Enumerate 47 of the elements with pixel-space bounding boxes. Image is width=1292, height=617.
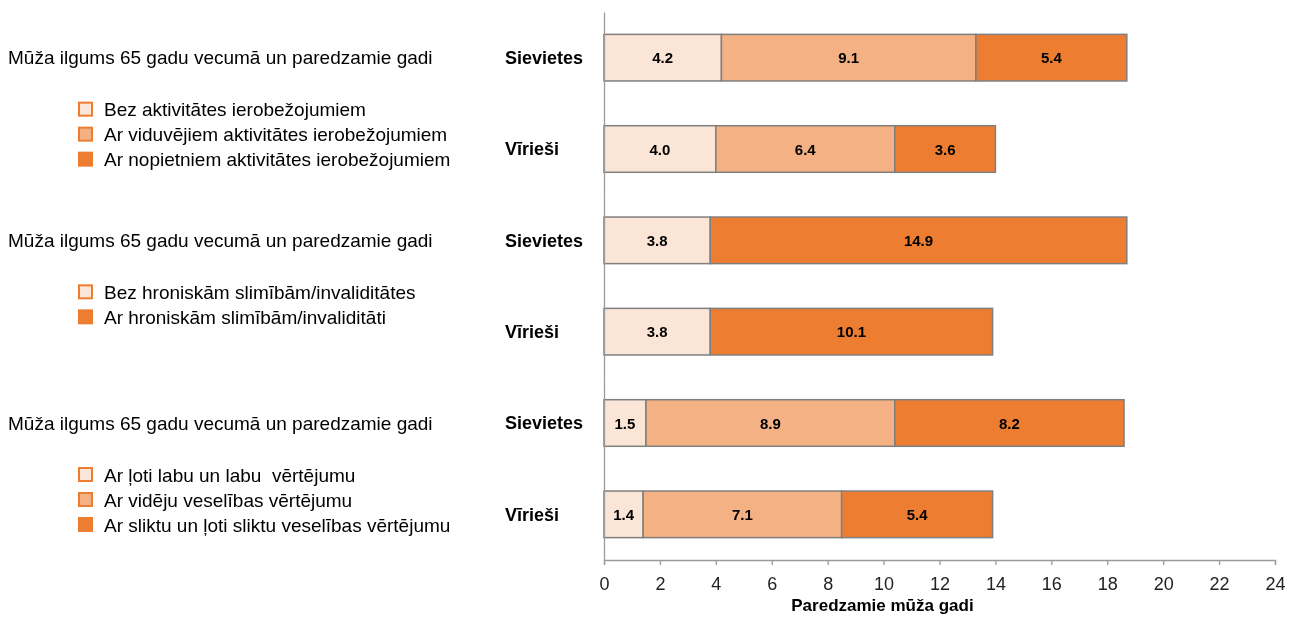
x-tick-label: 10: [874, 573, 895, 594]
data-label: 4.0: [649, 140, 671, 158]
x-tick-label: 20: [1153, 573, 1174, 594]
x-tick-label: 24: [1265, 573, 1286, 594]
y-tick-label: Sievietes: [505, 413, 584, 434]
y-tick-label: Vīrieši: [505, 321, 560, 342]
data-label: 4.2: [652, 49, 674, 67]
y-tick-label: Sievietes: [505, 47, 584, 68]
x-tick-label: 0: [599, 573, 610, 594]
legend-label: Ar viduvējiem aktivitātes ierobežojumiem: [104, 124, 448, 146]
data-label: 9.1: [838, 49, 860, 67]
x-axis-title: Paredzamie mūža gadi: [791, 596, 974, 615]
x-tick-label: 2: [655, 573, 666, 594]
data-label: 6.4: [794, 140, 817, 158]
y-tick-label: Sievietes: [505, 230, 584, 251]
data-label: 5.4: [906, 505, 929, 523]
data-label: 14.9: [903, 231, 934, 249]
data-label: 5.4: [1040, 49, 1063, 67]
text: Mūža ilgums 65 gadu vecumā un paredzamie gadi: [8, 229, 433, 251]
data-label: 3.6: [934, 140, 956, 158]
data-label: 8.2: [998, 414, 1020, 432]
text: Mūža ilgums 65 gadu vecumā un paredzamie gadi: [8, 47, 433, 69]
y-tick-label: Vīrieši: [505, 504, 560, 525]
x-tick-label: 14: [985, 573, 1006, 594]
legend-label: Ar ļoti labu un labu vērtējumu: [104, 464, 356, 486]
x-tick-label: 4: [711, 573, 722, 594]
x-tick-label: 22: [1209, 573, 1230, 594]
data-label: 8.9: [759, 414, 781, 432]
data-label: 1.4: [613, 505, 635, 523]
legend-label: Bez aktivitātes ierobežojumiem: [104, 99, 366, 121]
legend-label: Ar nopietniem aktivitātes ierobežojumiem: [104, 149, 451, 171]
legend-label: Ar vidēju veselības vērtējumu: [104, 489, 353, 511]
x-tick-label: 16: [1041, 573, 1062, 594]
text: Mūža ilgums 65 gadu vecumā un paredzamie gadi: [8, 412, 433, 434]
data-label: 3.8: [646, 231, 668, 249]
x-tick-label: 6: [767, 573, 778, 594]
legend-label: Ar sliktu un ļoti sliktu veselības vērtējumu: [104, 514, 451, 536]
data-label: 3.8: [646, 323, 668, 341]
x-tick-label: 18: [1097, 573, 1118, 594]
x-tick-label: 12: [929, 573, 951, 594]
data-label: 10.1: [836, 323, 867, 341]
legend-label: Bez hroniskām slimībām/invaliditātes: [104, 281, 416, 303]
x-tick-label: 8: [823, 573, 834, 594]
y-tick-label: Vīrieši: [505, 139, 560, 160]
legend-label: Ar hroniskām slimībām/invaliditāti: [104, 306, 386, 328]
data-label: 7.1: [731, 505, 753, 523]
data-label: 1.5: [614, 414, 636, 432]
